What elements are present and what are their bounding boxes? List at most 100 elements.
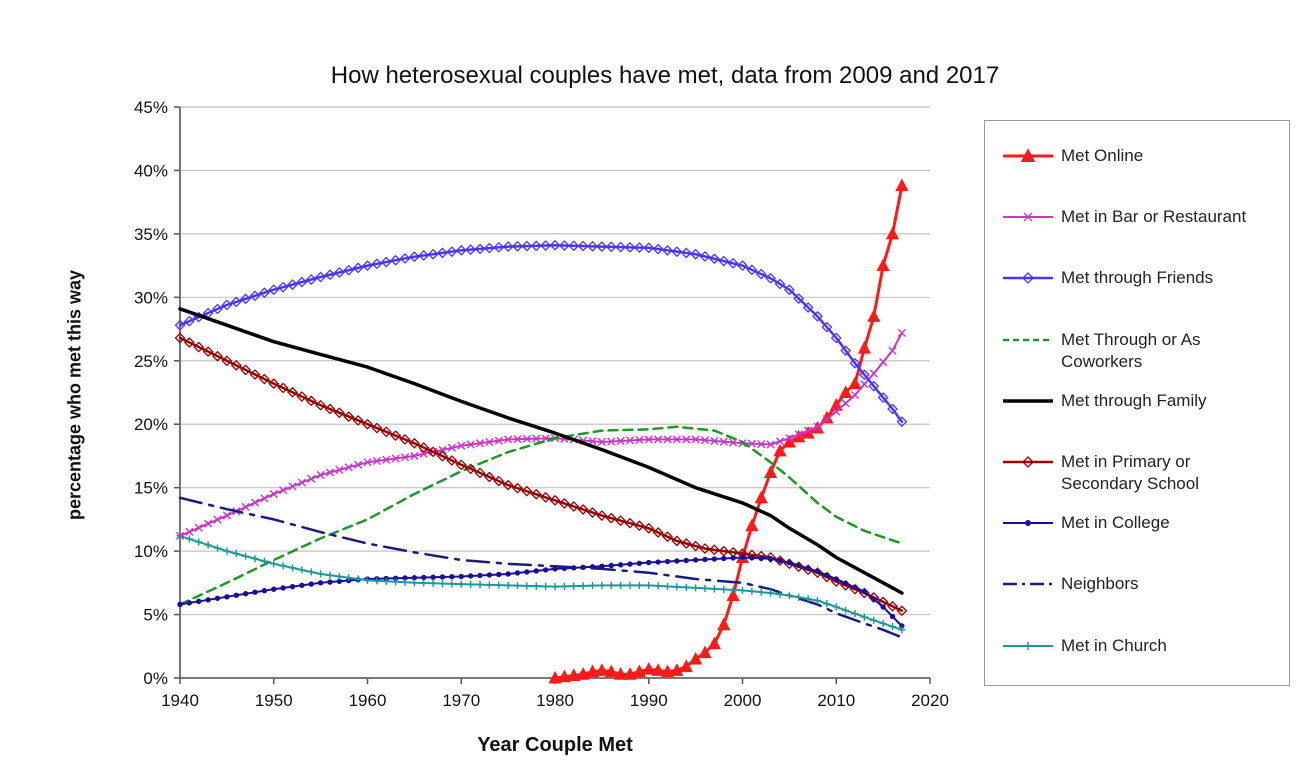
data-point-marker <box>474 243 486 255</box>
data-point-marker <box>232 550 240 558</box>
data-point-marker <box>224 594 230 600</box>
data-point-marker <box>708 544 720 556</box>
data-point-marker <box>250 498 260 507</box>
data-point-marker <box>796 562 802 569</box>
data-point-marker <box>455 244 467 256</box>
data-point-marker <box>692 557 699 563</box>
data-point-marker <box>418 250 430 261</box>
data-point-marker <box>308 581 314 587</box>
legend-item: Met in Bar or Restaurant <box>999 206 1289 256</box>
data-point-marker <box>708 253 720 265</box>
data-point-marker <box>757 440 766 449</box>
data-point-marker <box>373 577 381 585</box>
data-point-marker <box>524 569 530 575</box>
data-point-marker <box>662 244 673 256</box>
y-tick-label: 15% <box>134 479 168 498</box>
data-point-marker <box>307 568 315 576</box>
data-point-marker <box>671 535 683 547</box>
x-tick-label: 1940 <box>161 691 199 710</box>
data-point-marker <box>532 582 540 590</box>
data-point-marker <box>193 341 205 353</box>
data-point-marker <box>718 255 730 267</box>
data-point-marker <box>858 369 870 381</box>
data-point-marker <box>664 558 671 565</box>
legend-swatch <box>1003 520 1053 527</box>
data-point-marker <box>663 582 672 590</box>
axes: 0% 5% 10% 15% 20% 25% 30% 35% 40% 45% 1940 1950 1960… <box>134 98 949 710</box>
data-point-marker <box>832 603 840 611</box>
data-point-marker <box>820 410 834 424</box>
data-point-marker <box>523 582 531 590</box>
data-point-marker <box>363 576 372 584</box>
data-point-marker <box>512 482 523 494</box>
data-point-marker <box>804 595 812 603</box>
data-point-marker <box>204 519 213 528</box>
data-point-marker <box>530 488 542 500</box>
data-point-marker <box>795 593 803 601</box>
data-point-marker <box>477 572 483 579</box>
data-point-marker <box>625 436 635 445</box>
data-point-marker <box>345 574 353 582</box>
x-axis-label: Year Couple Met <box>477 734 633 756</box>
data-point-marker <box>400 453 410 462</box>
chart-title: How heterosexual couples have met, data … <box>330 62 1000 89</box>
data-point-marker <box>261 588 268 594</box>
data-point-marker <box>596 510 608 522</box>
data-point-marker <box>880 604 886 610</box>
data-point-marker <box>764 465 778 478</box>
data-point-marker <box>185 527 194 536</box>
series-met-in-college <box>177 554 905 629</box>
legend-label: Met Online <box>1061 145 1287 167</box>
data-point-marker <box>824 572 830 578</box>
data-point-marker <box>475 439 485 448</box>
data-point-marker <box>392 578 400 586</box>
data-point-marker <box>568 240 580 252</box>
data-point-marker <box>899 623 905 629</box>
data-point-marker <box>502 241 514 252</box>
data-point-marker <box>557 669 571 683</box>
data-point-marker <box>1023 212 1033 222</box>
y-tick-label: 5% <box>143 606 168 625</box>
data-point-marker <box>702 556 708 563</box>
data-point-marker <box>839 385 853 398</box>
data-point-marker <box>577 504 589 515</box>
data-point-marker <box>690 540 702 552</box>
legend-label: Met Through or As Coworkers <box>1061 329 1287 373</box>
data-point-marker <box>429 579 437 587</box>
data-point-marker <box>633 520 645 532</box>
data-point-marker <box>830 332 842 344</box>
data-point-marker <box>885 226 900 240</box>
data-point-marker <box>597 437 606 447</box>
legend-item: Neighbors <box>999 573 1289 623</box>
data-point-marker <box>549 494 561 506</box>
data-point-marker <box>812 310 823 322</box>
data-point-marker <box>485 581 493 589</box>
data-point-marker <box>296 276 308 288</box>
data-point-marker <box>483 242 495 254</box>
data-point-marker <box>352 262 364 274</box>
data-point-marker <box>690 248 702 260</box>
data-point-marker <box>299 582 305 589</box>
legend-label: Met through Family <box>1061 390 1287 412</box>
data-point-marker <box>382 577 390 585</box>
data-point-marker <box>252 589 258 595</box>
data-point-marker <box>888 346 897 355</box>
x-tick-label: 1990 <box>630 691 668 710</box>
data-point-marker <box>889 613 896 620</box>
data-point-marker <box>672 435 681 444</box>
data-point-marker <box>223 547 231 555</box>
data-point-marker <box>540 491 552 503</box>
data-point-marker <box>671 246 683 258</box>
data-point-marker <box>195 538 203 546</box>
data-point-marker <box>1022 456 1034 468</box>
data-point-marker <box>241 502 250 512</box>
data-point-marker <box>258 373 270 385</box>
data-point-marker <box>738 586 747 595</box>
legend-label-line: Met in Bar or Restaurant <box>1061 207 1247 227</box>
data-point-marker <box>505 571 511 577</box>
data-point-marker <box>390 430 402 442</box>
x-tick-label: 1950 <box>255 691 293 710</box>
data-point-marker <box>654 582 662 590</box>
data-point-marker <box>746 264 758 276</box>
data-point-marker <box>608 562 614 569</box>
